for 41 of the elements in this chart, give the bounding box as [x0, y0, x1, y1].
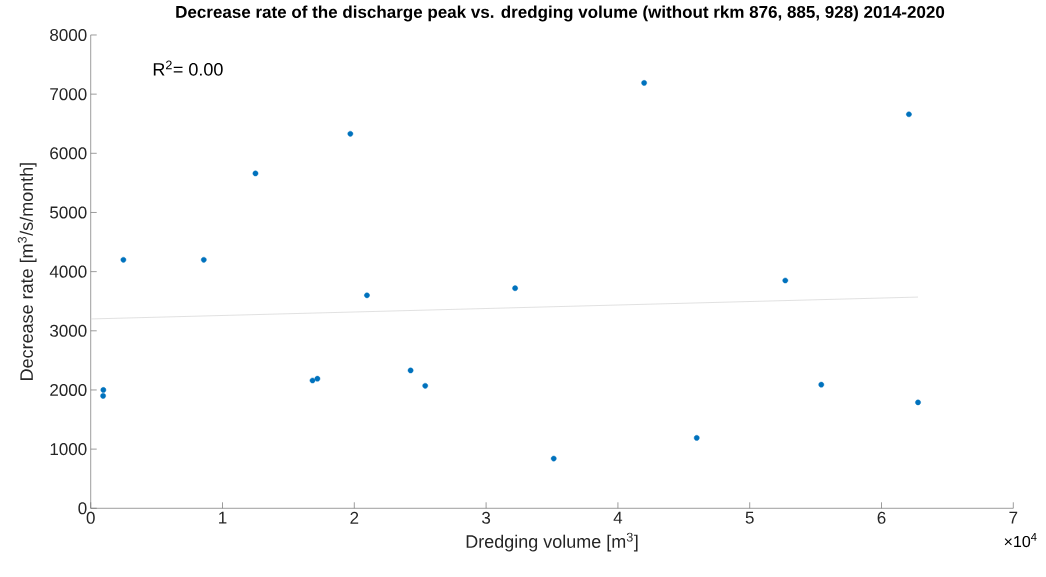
point	[693, 435, 700, 441]
y-tick-label: 8000	[50, 28, 87, 42]
point	[347, 130, 354, 137]
point	[550, 455, 557, 462]
y-axis-title: Decrease rate [m$^{3}$/s/month]	[17, 163, 37, 380]
x-tick-label: 3	[482, 511, 491, 524]
annotation: R$^{2}$= 0.00	[153, 60, 223, 76]
point	[641, 80, 647, 86]
y-tick-label: 2000	[50, 383, 87, 396]
x-tick-label: 2	[350, 511, 359, 524]
point	[309, 377, 316, 384]
y-tick-label: 0	[78, 502, 87, 515]
text: ×10$^{4}$	[1004, 533, 1037, 548]
x-tick-label: 0	[86, 511, 95, 524]
point	[818, 381, 825, 388]
point	[120, 257, 127, 263]
x-tick-label: 5	[745, 511, 754, 524]
point	[512, 285, 518, 291]
y-tick-label: 1000	[50, 443, 87, 456]
y-tick-label: 5000	[50, 206, 87, 219]
x-tick-label: 7	[1009, 511, 1018, 524]
point	[906, 111, 912, 118]
point	[252, 170, 259, 177]
point	[200, 257, 207, 263]
y-tick-label: 7000	[50, 88, 87, 101]
x-axis-title: Dredging volume [m$^{3}$]	[466, 532, 638, 552]
point	[782, 277, 789, 284]
y-tick-label: 3000	[50, 324, 87, 337]
x-tick-label: 1	[219, 511, 227, 524]
point	[407, 367, 414, 374]
x-tick-label: 6	[877, 511, 886, 524]
point	[422, 383, 429, 389]
chart-title: Decrease rate of the discharge peak vs. dredging volume (without rkm 876, 885, 928) 2014-2020	[176, 5, 945, 22]
point	[100, 387, 107, 393]
x-tick-label: 4	[613, 511, 623, 524]
y-tick-label: 6000	[50, 147, 87, 160]
point	[100, 393, 106, 399]
y-tick-label: 4000	[49, 265, 87, 278]
point	[364, 292, 370, 299]
point	[314, 375, 321, 382]
point	[915, 399, 921, 406]
